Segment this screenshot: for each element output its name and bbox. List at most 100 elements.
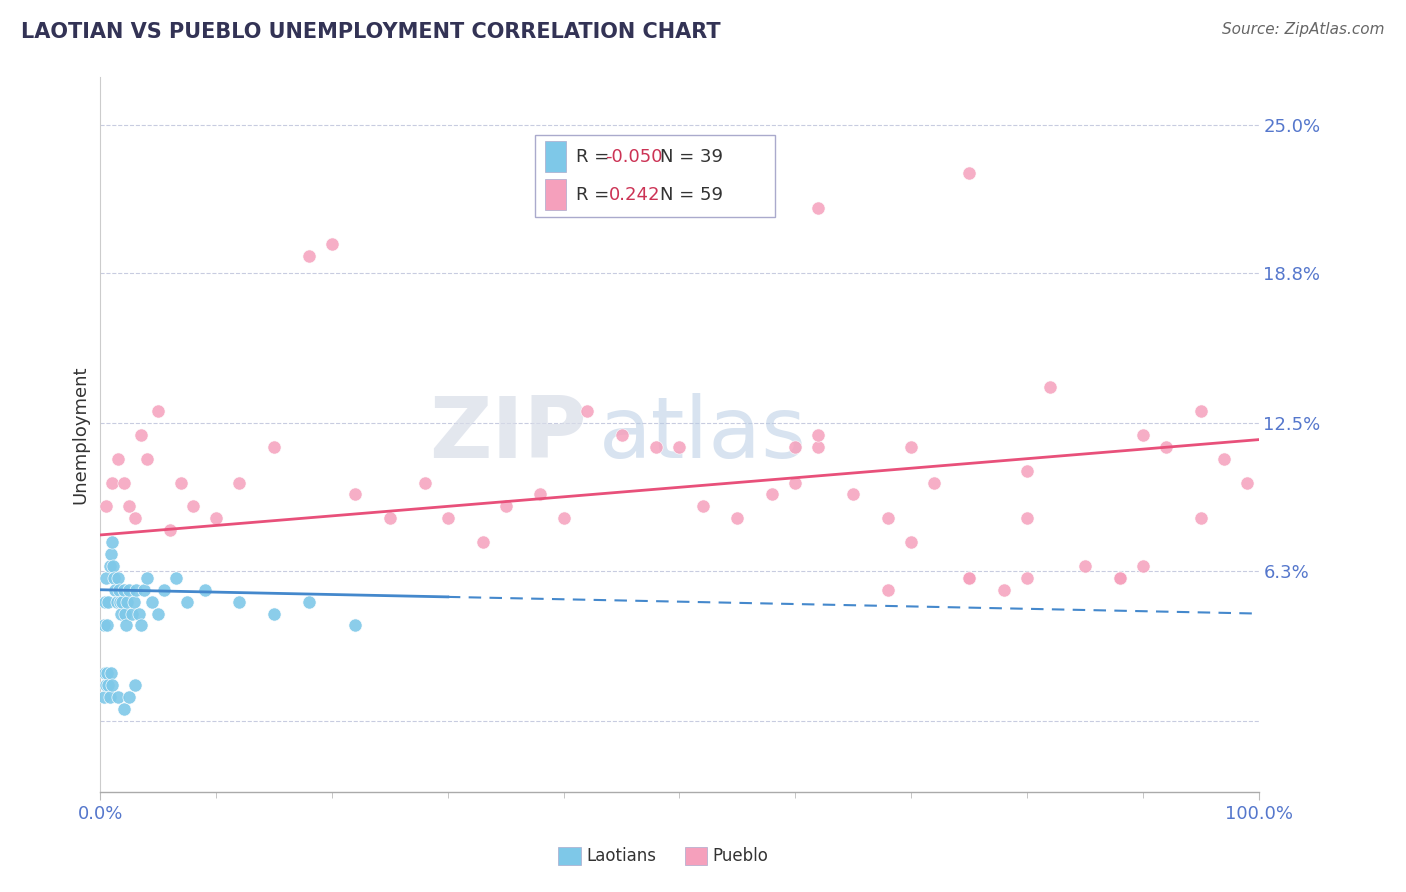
Point: [129, 428, 152, 442]
Point: [1039, 380, 1062, 394]
Text: ZIP: ZIP: [429, 393, 586, 476]
Point: [761, 487, 783, 501]
Point: [101, 475, 124, 490]
Text: N = 39: N = 39: [659, 148, 723, 166]
Point: [108, 595, 131, 609]
Point: [807, 202, 830, 216]
Point: [128, 607, 150, 621]
Text: -0.050: -0.050: [605, 148, 662, 166]
Point: [94, 571, 117, 585]
Point: [118, 500, 141, 514]
Point: [125, 582, 148, 597]
Point: [298, 595, 321, 609]
Point: [205, 511, 228, 525]
Point: [112, 702, 135, 716]
Point: [471, 535, 494, 549]
Point: [176, 595, 198, 609]
Point: [105, 595, 128, 609]
Point: [877, 582, 900, 597]
Point: [114, 607, 136, 621]
Point: [107, 451, 129, 466]
Point: [1074, 558, 1097, 573]
Point: [112, 582, 135, 597]
Point: [100, 666, 122, 681]
Point: [114, 618, 136, 632]
Point: [94, 678, 117, 692]
Point: [495, 500, 517, 514]
Point: [124, 511, 146, 525]
Point: [101, 678, 124, 692]
Point: [194, 582, 217, 597]
Point: [725, 511, 748, 525]
Point: [993, 582, 1015, 597]
Text: N = 59: N = 59: [659, 186, 723, 203]
Point: [135, 451, 157, 466]
Point: [94, 595, 117, 609]
Point: [807, 428, 830, 442]
Point: [96, 666, 118, 681]
Point: [98, 690, 121, 704]
Point: [108, 582, 131, 597]
Point: [575, 404, 598, 418]
Point: [121, 607, 143, 621]
Point: [1132, 428, 1154, 442]
Point: [922, 475, 945, 490]
Point: [668, 440, 690, 454]
Point: [122, 595, 145, 609]
Point: [900, 440, 922, 454]
Point: [228, 595, 250, 609]
Point: [115, 595, 138, 609]
Point: [134, 582, 156, 597]
Text: Source: ZipAtlas.com: Source: ZipAtlas.com: [1222, 22, 1385, 37]
Point: [263, 607, 285, 621]
Point: [153, 582, 176, 597]
Point: [107, 571, 129, 585]
Point: [1015, 571, 1038, 585]
Point: [101, 535, 124, 549]
Point: [807, 440, 830, 454]
Point: [93, 618, 115, 632]
Point: [1154, 440, 1177, 454]
Point: [101, 558, 124, 573]
Text: Laotians: Laotians: [586, 847, 657, 865]
Point: [842, 487, 865, 501]
Text: R =: R =: [576, 186, 614, 203]
Text: 0.242: 0.242: [609, 186, 659, 203]
Point: [1015, 464, 1038, 478]
Point: [118, 690, 141, 704]
Text: Pueblo: Pueblo: [713, 847, 769, 865]
Point: [263, 440, 285, 454]
Point: [228, 475, 250, 490]
Point: [437, 511, 460, 525]
Point: [181, 500, 204, 514]
Point: [1015, 511, 1038, 525]
Point: [553, 511, 575, 525]
Point: [900, 535, 922, 549]
Point: [1132, 558, 1154, 573]
Point: [93, 690, 115, 704]
Point: [298, 249, 321, 263]
Point: [610, 428, 633, 442]
Point: [1236, 475, 1258, 490]
Point: [103, 571, 125, 585]
Point: [97, 595, 120, 609]
Point: [135, 571, 157, 585]
Point: [785, 475, 807, 490]
Point: [877, 511, 900, 525]
Point: [148, 404, 170, 418]
Point: [170, 475, 193, 490]
Point: [529, 487, 551, 501]
Point: [165, 571, 187, 585]
Point: [1189, 404, 1212, 418]
Point: [104, 582, 127, 597]
Point: [1108, 571, 1130, 585]
Point: [97, 678, 120, 692]
Point: [344, 618, 367, 632]
Point: [785, 440, 807, 454]
Point: [94, 666, 117, 681]
Point: [118, 582, 141, 597]
Point: [112, 475, 135, 490]
Point: [148, 607, 170, 621]
Point: [96, 618, 118, 632]
Point: [1212, 451, 1234, 466]
